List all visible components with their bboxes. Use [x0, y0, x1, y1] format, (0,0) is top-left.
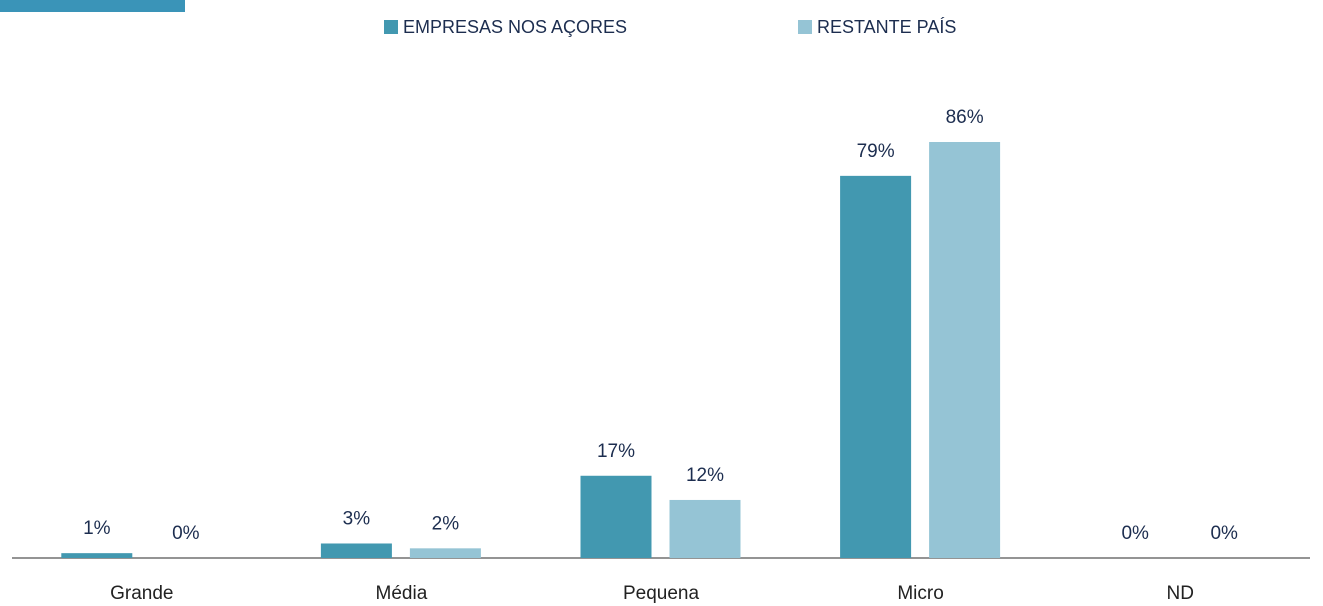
bar — [840, 175, 912, 558]
x-tick-label: Grande — [110, 583, 173, 604]
bar — [929, 142, 1001, 558]
x-tick-label: Micro — [897, 583, 943, 604]
legend-label: RESTANTE PAÍS — [817, 17, 956, 37]
bar — [669, 499, 741, 558]
x-tick-label: ND — [1166, 583, 1193, 604]
header-tab — [0, 0, 185, 12]
bar — [320, 543, 392, 558]
data-label: 0% — [1121, 523, 1149, 544]
legend-swatch — [384, 20, 398, 34]
bar — [61, 553, 133, 558]
bar — [580, 475, 652, 558]
data-label: 0% — [1210, 523, 1238, 544]
data-label: 2% — [432, 513, 460, 534]
data-label: 3% — [343, 509, 371, 530]
data-label: 12% — [686, 465, 724, 486]
data-label: 86% — [946, 107, 984, 128]
data-label: 17% — [597, 441, 635, 462]
bar — [409, 548, 481, 558]
data-label: 1% — [83, 518, 111, 539]
legend-swatch — [798, 20, 812, 34]
data-label: 79% — [857, 141, 895, 162]
x-tick-label: Pequena — [623, 583, 700, 604]
x-tick-label: Média — [376, 583, 428, 604]
data-label: 0% — [172, 523, 200, 544]
legend-label: EMPRESAS NOS AÇORES — [403, 17, 627, 37]
